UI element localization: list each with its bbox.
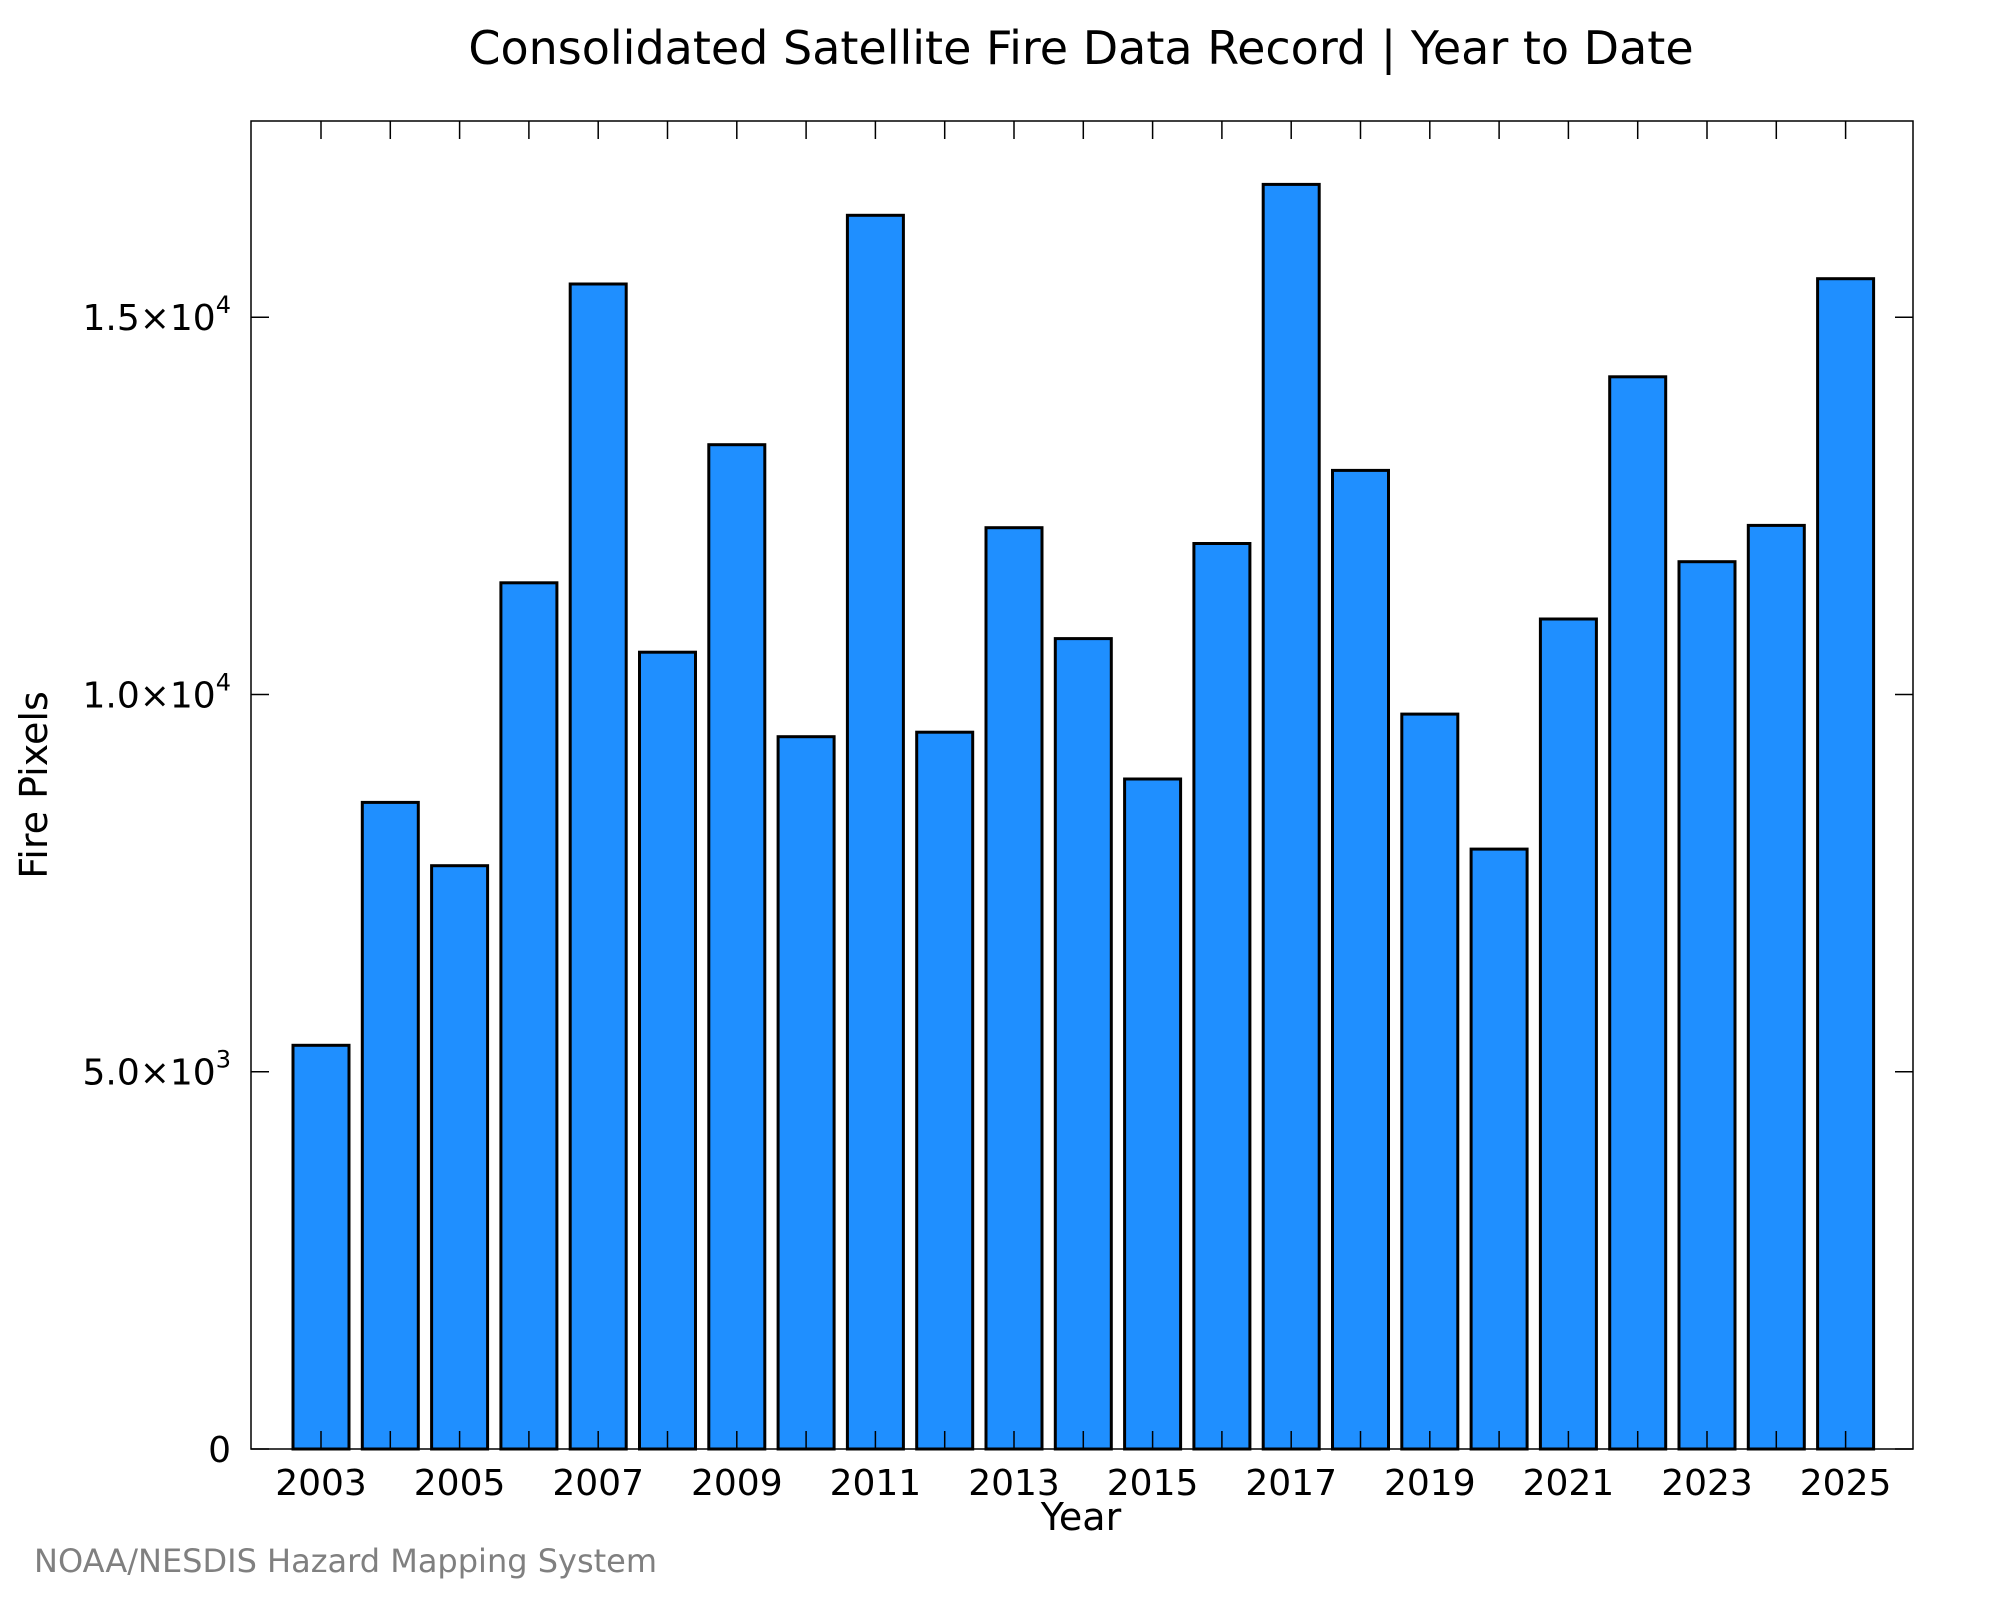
y-axis-ticks: 0 5.0×103 1.0×104 1.5×104: [82, 291, 1913, 1471]
bar-2007: [568, 282, 628, 1451]
x-tick-label-2007: 2007: [552, 1463, 644, 1504]
x-axis-ticks: 2003 2005 2007 2009 2011 2013 2015 2017 2019 2021…: [275, 121, 1891, 1504]
bar-2022: [1608, 375, 1668, 1451]
x-tick-label-2015: 2015: [1107, 1463, 1199, 1504]
y-tick-label-0: 0: [208, 1430, 231, 1471]
x-tick-label-2011: 2011: [830, 1463, 922, 1504]
x-tick-label-2019: 2019: [1384, 1463, 1476, 1504]
bar-2021: [1538, 617, 1598, 1451]
x-tick-label-2025: 2025: [1800, 1463, 1892, 1504]
bar-2013: [984, 526, 1044, 1451]
bar-2003: [291, 1043, 351, 1451]
source-credit: NOAA/NESDIS Hazard Mapping System: [34, 1542, 657, 1580]
bar-2019: [1400, 712, 1460, 1451]
y-tick-label-1: 5.0×103: [82, 1046, 231, 1094]
bar-2025: [1816, 277, 1876, 1451]
bar-2016: [1192, 542, 1252, 1451]
bar-2018: [1331, 468, 1390, 1451]
y-axis-label: Fire Pixels: [12, 691, 56, 879]
plot-frame: [250, 120, 1914, 1450]
x-tick-label-2003: 2003: [275, 1463, 367, 1504]
y-tick-label-3: 1.5×104: [82, 291, 231, 339]
y-tick-label-2: 1.0×104: [82, 669, 231, 717]
x-tick-label-2013: 2013: [968, 1463, 1060, 1504]
bar-2014: [1053, 637, 1113, 1451]
bar-2024: [1746, 523, 1806, 1451]
x-tick-label-2017: 2017: [1245, 1463, 1337, 1504]
x-tick-label-2009: 2009: [691, 1463, 783, 1504]
x-tick-label-2021: 2021: [1523, 1463, 1615, 1504]
bars-group: [291, 182, 1876, 1451]
bar-2008: [638, 650, 697, 1451]
bar-2005: [430, 864, 490, 1451]
bar-2012: [915, 730, 975, 1451]
bar-2010: [776, 735, 836, 1451]
bar-2017: [1261, 182, 1321, 1451]
bar-2015: [1123, 777, 1183, 1451]
bar-2009: [707, 443, 767, 1451]
bar-2023: [1677, 560, 1737, 1451]
bar-2020: [1469, 847, 1529, 1451]
chart-title: Consolidated Satellite Fire Data Record …: [468, 21, 1693, 76]
bar-2006: [499, 581, 559, 1451]
x-axis-label: Year: [1040, 1495, 1122, 1539]
bar-2004: [360, 800, 420, 1451]
bar-2011: [845, 213, 905, 1451]
x-tick-label-2023: 2023: [1661, 1463, 1753, 1504]
x-tick-label-2005: 2005: [414, 1463, 506, 1504]
